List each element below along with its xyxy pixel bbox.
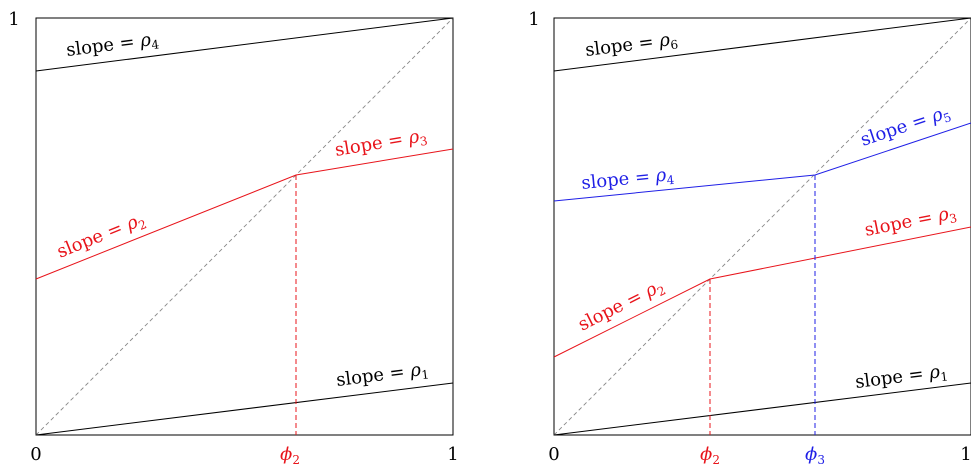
right-curve-rho2-rho3 [553,226,971,358]
right-slope-rho3-label: slope = ρ3 [863,202,958,243]
right-slope-rho4-label: slope = ρ4 [580,164,675,196]
left-curve-rho1 [35,382,454,436]
left-slope-rho4-label: slope = ρ4 [65,28,160,62]
right-origin-label: 0 [548,444,559,465]
right-curve-rho1 [553,382,971,436]
right-phi3-tick-label: ϕ3 [805,444,825,465]
left-panel: 0 1 1 slope = ρ4 slope = ρ2 slope = ρ3 s… [8,9,458,465]
right-panel: 0 1 1 slope = ρ6 slope = ρ4 slope = ρ5 s… [528,9,971,465]
left-y-end-label: 1 [8,9,19,30]
left-phi2-tick-label: ϕ2 [280,444,300,465]
right-slope-rho2-label: slope = ρ2 [575,275,668,337]
left-slope-rho3-label: slope = ρ3 [333,125,428,163]
left-origin-label: 0 [30,444,41,465]
right-identity-diagonal [553,17,971,436]
right-x-end-label: 1 [960,444,971,465]
left-slope-rho2-label: slope = ρ2 [54,209,149,265]
left-x-end-label: 1 [447,444,458,465]
right-plot-frame [553,17,971,436]
left-curve-rho4 [35,17,454,72]
right-y-end-label: 1 [528,9,539,30]
right-phi2-tick-label: ϕ2 [700,444,720,465]
right-slope-rho1-label: slope = ρ1 [854,360,949,394]
right-slope-rho6-label: slope = ρ6 [584,28,679,62]
left-curve-rho2-rho3 [35,148,454,280]
left-plot-frame [35,17,454,436]
left-identity-diagonal [35,17,454,436]
right-curve-rho6 [553,17,971,72]
